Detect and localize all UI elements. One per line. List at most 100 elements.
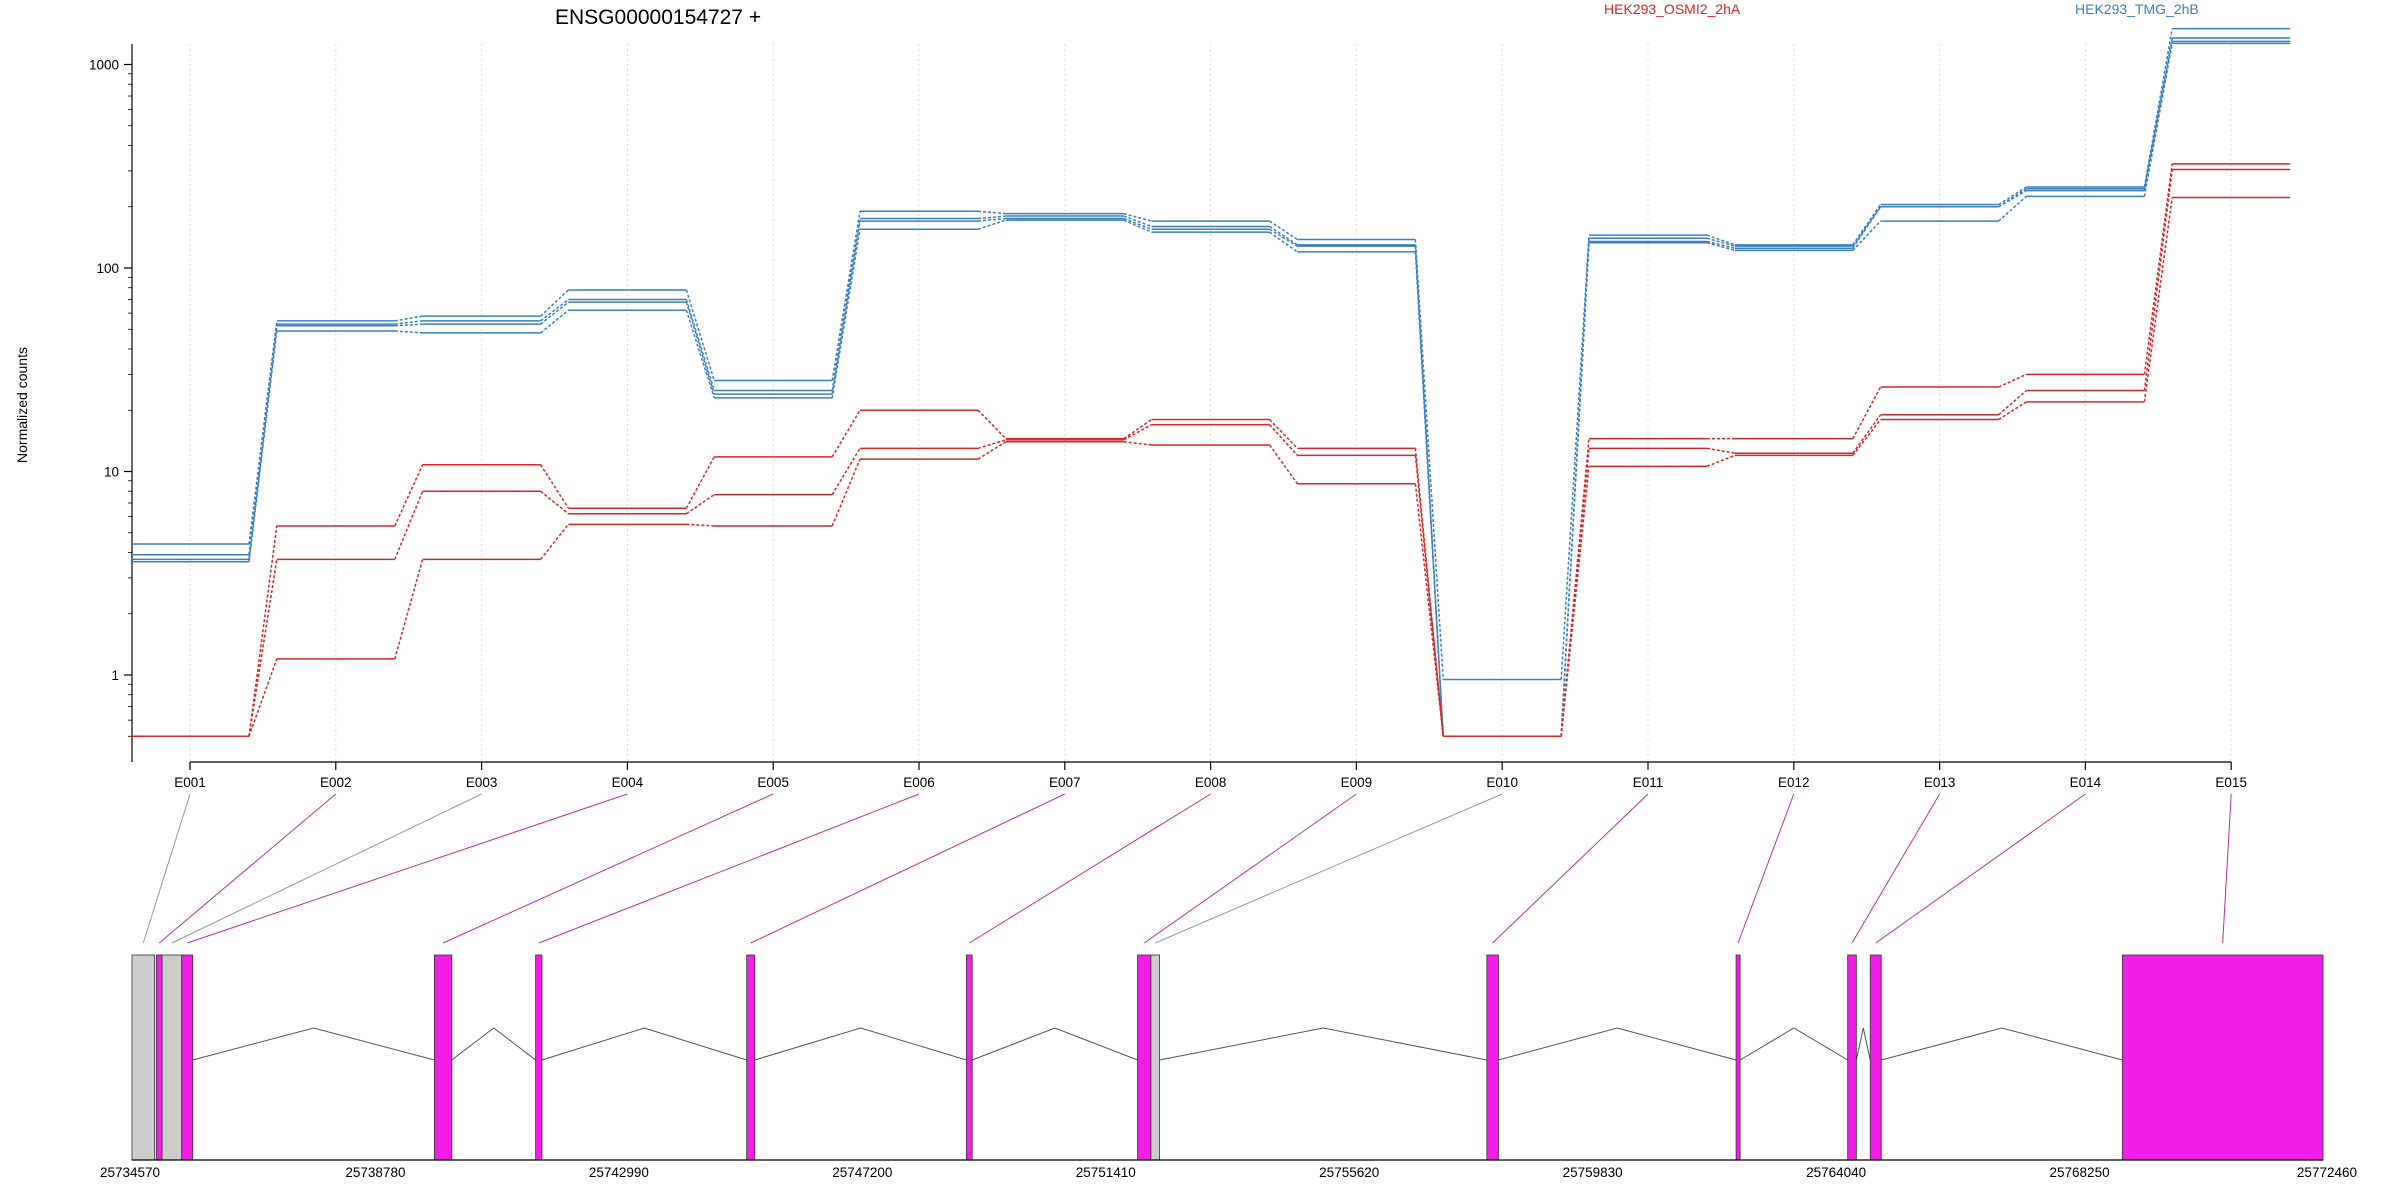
series-transition <box>1269 424 1298 456</box>
gene-model: 25734570 25738780 25742990 25747200 25751410… <box>100 954 2357 1180</box>
series-transition <box>831 458 861 527</box>
exon-connector <box>171 793 482 944</box>
series-transition <box>1123 215 1152 228</box>
exon-bin-e014 <box>1869 954 1882 1161</box>
x-tick-label: E006 <box>903 775 935 790</box>
series-transition <box>1414 483 1444 737</box>
series-transition <box>540 298 569 322</box>
series-transition <box>1269 419 1298 449</box>
exon-bin-e003 <box>161 954 183 1161</box>
series-transition <box>1998 188 2027 208</box>
x-tick-label: E012 <box>1778 775 1810 790</box>
exon-connector <box>1737 793 1795 944</box>
series-transition <box>1414 239 1444 680</box>
series-transition <box>1123 217 1152 230</box>
series-transition <box>248 559 278 737</box>
x-tick-label: E007 <box>1049 775 1081 790</box>
exon-connector <box>1155 793 1503 944</box>
series-transition <box>1560 438 1590 737</box>
series-transition <box>2143 28 2173 188</box>
series-transition <box>2143 43 2173 197</box>
exon-connector <box>158 793 337 944</box>
series-transition <box>1123 219 1152 233</box>
chart-title: ENSG00000154727 + <box>555 6 761 29</box>
series-transition <box>1268 444 1299 485</box>
y-tick-label: 1000 <box>89 58 119 73</box>
series-transition <box>394 559 424 660</box>
exon-connector <box>1143 793 1357 944</box>
series-transition <box>1269 231 1298 253</box>
series-transition <box>248 525 278 737</box>
series-transition <box>685 289 715 381</box>
series-transition <box>977 215 1006 220</box>
exon-connector <box>969 793 1211 944</box>
series-transition <box>540 289 569 317</box>
series-transition <box>2143 163 2173 375</box>
series-transition <box>1269 228 1298 247</box>
series-transition <box>1706 454 1736 468</box>
exon-bin-e004 <box>181 954 194 1161</box>
series-transition <box>2143 197 2173 402</box>
series-transition <box>1706 240 1735 250</box>
series-transition <box>831 220 861 395</box>
exon-bin-e008 <box>966 954 973 1161</box>
series-transition <box>831 211 861 381</box>
series-transition <box>394 330 423 334</box>
genomic-coordinate-label: 25772460 <box>2297 1165 2357 1180</box>
genomic-coordinate-label: 25742990 <box>589 1165 649 1180</box>
intron-line <box>1855 1027 1871 1061</box>
series-transition <box>1414 251 1444 737</box>
series-transition <box>394 323 423 327</box>
series-transition <box>1560 242 1590 737</box>
series-transition <box>394 315 423 322</box>
series-transition <box>540 490 569 515</box>
x-tick-label: E003 <box>466 775 498 790</box>
series-transition <box>540 301 569 325</box>
series-transition <box>1998 401 2027 421</box>
exon-bin-e005 <box>434 954 453 1161</box>
y-axis-title: Normalized counts <box>14 347 30 463</box>
x-tick-label: E015 <box>2215 775 2247 790</box>
genomic-coordinate-label: 25747200 <box>832 1165 892 1180</box>
series-transition <box>1269 220 1298 241</box>
y-tick-label: 1 <box>111 668 119 683</box>
series-transition <box>248 320 278 545</box>
series-transition <box>977 439 1007 450</box>
genomic-coordinate-label: 25734570 <box>100 1165 160 1180</box>
legend-entry-osmi2: HEK293_OSMI2_2hA <box>1604 1 1741 17</box>
exon-connector <box>142 793 191 944</box>
series-transition <box>540 523 569 560</box>
series-transition <box>1560 448 1590 737</box>
exon-bin-e012 <box>1735 954 1741 1161</box>
genomic-coordinate-label: 25738780 <box>345 1165 405 1180</box>
series-transition <box>1852 414 1882 454</box>
series-transition <box>1852 419 1882 456</box>
series-transition <box>977 219 1007 230</box>
exon-bin-e006 <box>535 954 543 1161</box>
genomic-coordinate-label: 25755620 <box>1319 1165 1379 1180</box>
axes: 1 10 100 1000 E001 E002 E003 E004 E005 E006 E007 E0… <box>89 44 2247 790</box>
series-transition <box>685 493 715 515</box>
series-transition <box>1998 389 2027 416</box>
series-transition <box>540 309 569 334</box>
series-transition <box>1123 418 1153 440</box>
exon-connector <box>750 793 1066 944</box>
series-transition <box>977 409 1007 440</box>
series-transition <box>394 464 424 527</box>
x-tick-label: E009 <box>1341 775 1373 790</box>
grid-lines <box>189 44 2232 762</box>
exon-connector <box>2222 793 2232 944</box>
x-tick-label: E002 <box>320 775 352 790</box>
series-transition <box>1852 206 1882 249</box>
exon-connector <box>442 793 774 944</box>
exon-connector <box>187 793 628 944</box>
expression-series <box>132 27 2291 738</box>
series-transition <box>539 464 570 509</box>
exon-bin-e011 <box>1486 954 1499 1161</box>
x-tick-label: E001 <box>174 775 206 790</box>
series-transition <box>1852 386 1882 440</box>
series-transition <box>1998 373 2027 388</box>
x-tick-label: E014 <box>2070 775 2102 790</box>
series-transition <box>1560 466 1590 737</box>
